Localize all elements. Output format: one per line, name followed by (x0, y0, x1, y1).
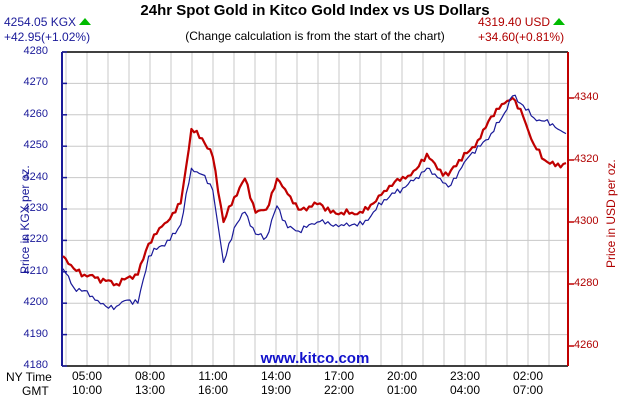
kgx-change: +42.95(+1.02%) (4, 30, 91, 44)
up-arrow-icon (79, 18, 92, 25)
kitco-watermark: www.kitco.com (260, 350, 370, 367)
chart-title: 24hr Spot Gold in Kitco Gold Index vs US… (140, 2, 490, 19)
kgx-price: 4254.05 KGX (4, 15, 77, 29)
x-tick-ny: 11:00 (198, 369, 228, 383)
right-axis-tick-label: 4320 (574, 153, 599, 165)
left-axis-tick-label: 4240 (23, 170, 48, 183)
kgx-price-readout: 4254.05 KGX (4, 15, 92, 29)
x-tick-ny: 17:00 (323, 369, 355, 383)
x-tick-gmt: 10:00 (71, 383, 103, 397)
x-tick-ny: 02:00 (512, 369, 544, 383)
left-axis-tick-label: 4190 (23, 327, 48, 340)
chart-subtitle: (Change calculation is from the start of… (185, 29, 445, 43)
usd-price-line (62, 96, 567, 287)
x-tick-gmt: 22:00 (323, 383, 355, 397)
x-tick-gmt: 13:00 (134, 383, 166, 397)
left-axis-tick-label: 4260 (23, 107, 48, 120)
left-axis-tick-label: 4180 (23, 359, 48, 371)
x-tick-ny: 20:00 (386, 369, 418, 383)
usd-price: 4319.40 USD (478, 15, 551, 29)
x-axis-gmt-label: GMT (22, 384, 49, 398)
right-axis-tick-label: 4300 (574, 215, 599, 227)
left-axis-tick-label: 4280 (23, 45, 48, 57)
usd-price-readout: 4319.40 USD (478, 15, 566, 29)
x-tick-ny: 23:00 (449, 369, 481, 383)
kgx-price-line (62, 94, 567, 311)
x-tick-gmt: 07:00 (512, 383, 544, 397)
x-tick-gmt: 16:00 (197, 383, 229, 397)
right-axis-tick-label: 4280 (574, 277, 599, 289)
x-tick-gmt: 19:00 (260, 383, 292, 397)
up-arrow-icon (553, 18, 566, 25)
left-axis-tick-label: 4210 (23, 264, 48, 277)
left-axis-tick-label: 4220 (23, 233, 48, 246)
x-tick-ny: 14:00 (260, 369, 292, 383)
left-axis-tick-label: 4270 (23, 76, 48, 89)
x-tick-ny: 05:00 (71, 369, 103, 383)
x-tick-gmt: 04:00 (449, 383, 481, 397)
left-axis-tick-label: 4200 (23, 296, 48, 309)
left-axis-label: Price in KGX per oz. (18, 165, 32, 274)
right-axis-label: Price in USD per oz. (604, 159, 618, 268)
right-axis-tick-label: 4260 (574, 339, 599, 351)
x-tick-gmt: 01:00 (386, 383, 418, 397)
right-axis-tick-label: 4340 (574, 91, 599, 103)
x-axis-ny-time-label: NY Time (6, 370, 52, 384)
left-axis-tick-label: 4230 (23, 202, 48, 214)
left-axis-tick-label: 4250 (23, 139, 48, 152)
x-tick-ny: 08:00 (134, 369, 166, 383)
usd-change: +34.60(+0.81%) (478, 30, 565, 44)
